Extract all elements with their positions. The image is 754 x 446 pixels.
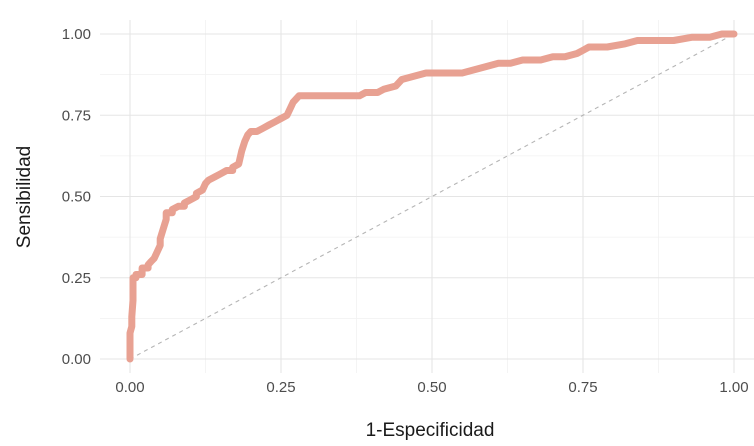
x-tick-label: 0.75 [568, 379, 597, 396]
x-tick-label: 0.50 [417, 379, 446, 396]
y-tick-label: 0.25 [62, 270, 91, 287]
x-tick-labels: 0.00 0.25 0.50 0.75 1.00 [115, 379, 748, 396]
reference-line-layer [129, 33, 735, 360]
y-tick-labels: 0.00 0.25 0.50 0.75 1.00 [62, 26, 91, 368]
roc-curve-line [126, 30, 738, 363]
y-tick-label: 1.00 [62, 26, 91, 43]
y-tick-label: 0.00 [62, 351, 91, 368]
reference-diagonal-line [129, 33, 735, 360]
x-axis-title: 1-Especificidad [366, 420, 495, 441]
x-tick-label: 0.25 [266, 379, 295, 396]
y-axis-title: Sensibilidad [14, 146, 35, 248]
grid-layer [100, 20, 754, 373]
x-tick-label: 1.00 [719, 379, 748, 396]
y-tick-label: 0.50 [62, 189, 91, 206]
x-tick-label: 0.00 [115, 379, 144, 396]
y-tick-label: 0.75 [62, 107, 91, 124]
roc-curve-layer [126, 30, 738, 363]
